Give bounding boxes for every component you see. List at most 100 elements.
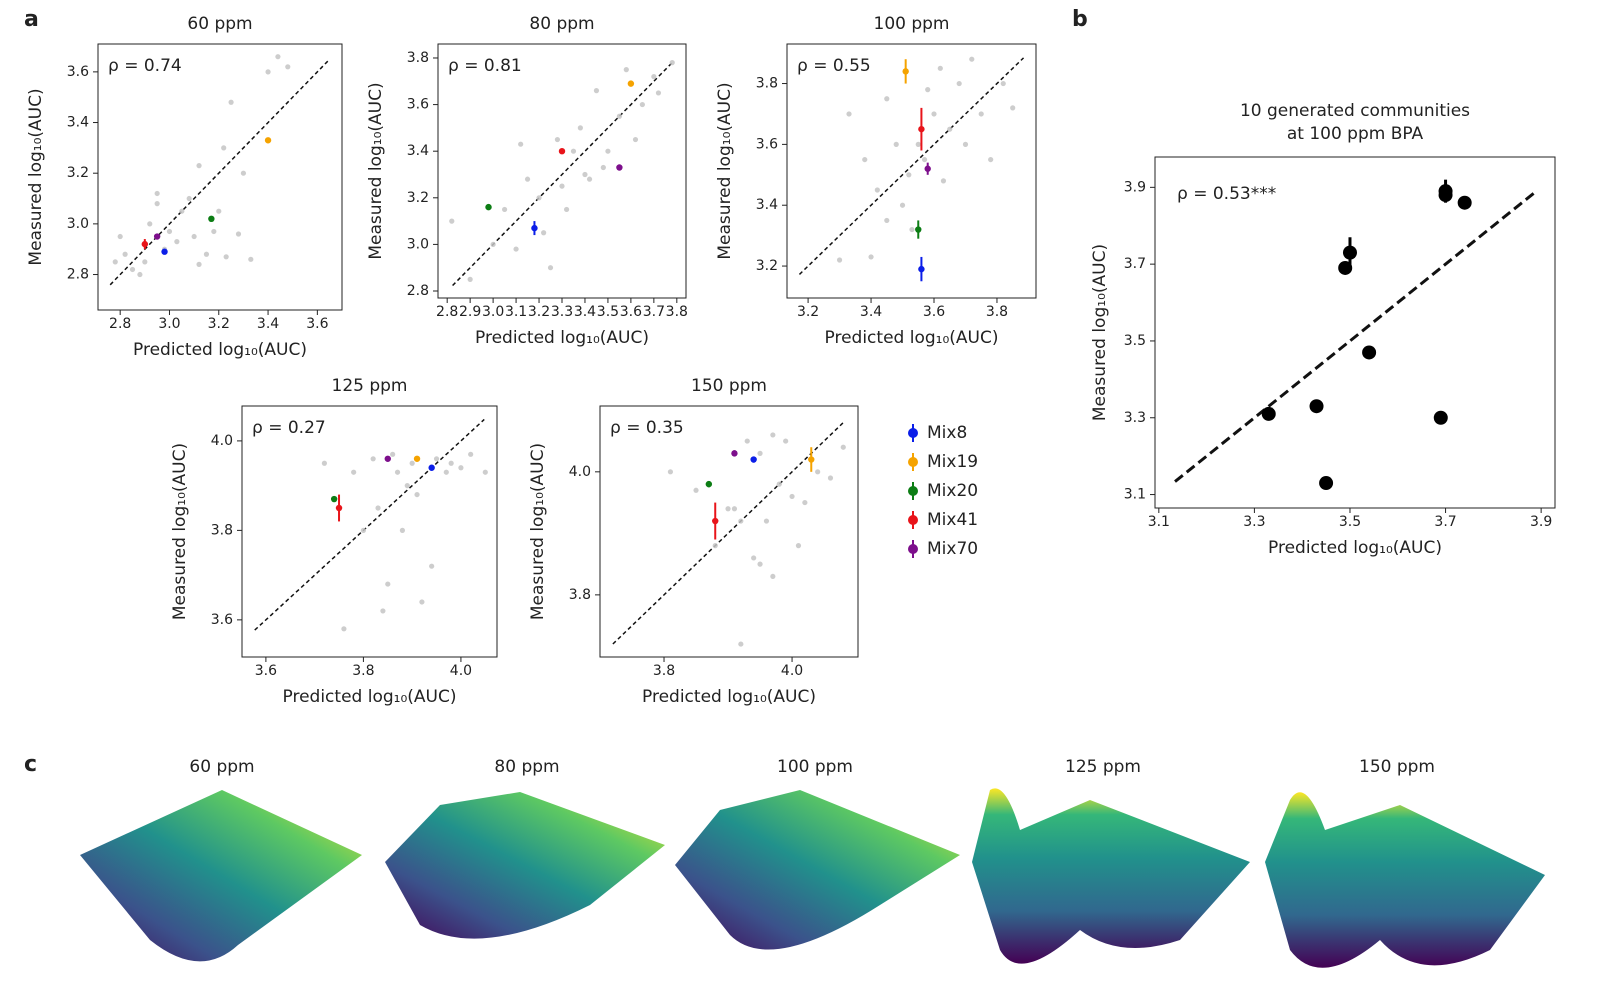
legend-label: Mix19 — [927, 452, 978, 472]
mix-point — [924, 165, 931, 172]
x-tick-label: 3.6 — [620, 304, 642, 320]
point — [937, 65, 943, 71]
point — [669, 60, 675, 66]
point — [921, 156, 928, 163]
mix-point — [902, 68, 909, 75]
x-tick-label: 3.2 — [208, 316, 230, 332]
point — [1457, 195, 1472, 210]
point — [899, 202, 906, 208]
mix-point — [141, 240, 149, 248]
x-axis-label: Predicted log₁₀(AUC) — [642, 687, 816, 707]
x-axis-label: Predicted log₁₀(AUC) — [283, 687, 457, 707]
point — [940, 178, 947, 184]
x-tick-label: 3.9 — [1530, 514, 1552, 530]
x-tick-label: 2.8 — [436, 304, 458, 320]
x-axis-label: Predicted log₁₀(AUC) — [475, 328, 649, 348]
y-axis-label: Measured log₁₀(AUC) — [170, 443, 190, 620]
point — [763, 518, 770, 524]
x-tick-label: 3.1 — [505, 304, 527, 320]
point — [956, 80, 962, 87]
point — [211, 228, 217, 235]
point — [738, 518, 744, 524]
x-tick-label: 3.4 — [860, 304, 882, 320]
point — [593, 88, 600, 94]
point — [757, 450, 763, 456]
y-tick-label: 3.7 — [1124, 256, 1146, 272]
y-tick-label: 3.1 — [1124, 487, 1146, 503]
x-tick-label: 4.0 — [781, 663, 803, 679]
legend-marker — [908, 486, 918, 496]
mix-point — [153, 233, 161, 240]
x-tick-label: 3.6 — [306, 316, 328, 332]
point — [513, 246, 519, 252]
plot-frame — [786, 43, 1037, 299]
annotation: ρ = 0.53*** — [1177, 184, 1276, 204]
y-axis-label: Measured log₁₀(AUC) — [528, 443, 548, 620]
point — [744, 438, 750, 444]
point — [223, 254, 229, 260]
x-tick-label: 4.0 — [450, 663, 472, 679]
mix-point — [915, 226, 922, 233]
plot-frame — [97, 43, 343, 311]
point — [458, 465, 464, 471]
mix-point — [531, 224, 538, 232]
point — [179, 208, 185, 214]
point — [802, 499, 808, 506]
mix-point — [413, 455, 421, 462]
y-tick-label: 3.2 — [756, 258, 778, 274]
point — [490, 241, 496, 248]
point — [196, 163, 202, 169]
y-tick-label: 3.8 — [569, 587, 591, 603]
point — [285, 64, 291, 70]
legend-marker — [908, 544, 918, 554]
y-tick-label: 3.6 — [211, 612, 233, 628]
surface — [972, 788, 1250, 964]
mix-point — [161, 248, 168, 255]
identity-line — [109, 58, 331, 286]
mix-point — [712, 517, 719, 525]
point — [978, 111, 984, 117]
point — [909, 226, 915, 233]
point — [541, 230, 547, 236]
mix-point — [627, 80, 635, 87]
x-tick-label: 3.7 — [643, 304, 665, 320]
point — [884, 217, 890, 224]
point — [577, 125, 583, 131]
point — [906, 172, 912, 178]
point — [893, 141, 899, 147]
point — [1433, 410, 1448, 425]
point — [468, 451, 474, 457]
point — [789, 493, 795, 500]
identity-line — [452, 60, 675, 287]
annotation: ρ = 0.35 — [610, 418, 684, 438]
x-tick-label: 3.5 — [597, 304, 619, 320]
point — [154, 201, 160, 207]
y-axis-label: Measured log₁₀(AUC) — [1090, 244, 1110, 421]
annotation: ρ = 0.27 — [252, 418, 326, 438]
point — [117, 233, 123, 240]
point — [1000, 80, 1006, 87]
point — [536, 195, 542, 201]
point — [616, 113, 623, 119]
point — [1342, 245, 1357, 260]
plot-frame — [599, 405, 859, 658]
x-tick-label: 2.9 — [459, 304, 481, 320]
point — [868, 254, 874, 260]
point — [969, 56, 975, 62]
point — [770, 573, 776, 580]
chart-title: 125 ppm — [332, 376, 408, 396]
point — [482, 469, 488, 475]
point — [554, 136, 561, 143]
annotation: ρ = 0.81 — [448, 56, 522, 76]
point — [240, 170, 247, 176]
point — [191, 233, 197, 240]
point — [925, 87, 931, 93]
point — [693, 487, 699, 493]
y-tick-label: 3.2 — [407, 190, 429, 206]
mix-point — [731, 450, 738, 457]
surface-title: 125 ppm — [1065, 757, 1141, 777]
x-tick-label: 3.8 — [352, 663, 374, 679]
plot-frame — [241, 405, 498, 658]
identity-line — [254, 418, 485, 631]
point — [751, 555, 757, 561]
